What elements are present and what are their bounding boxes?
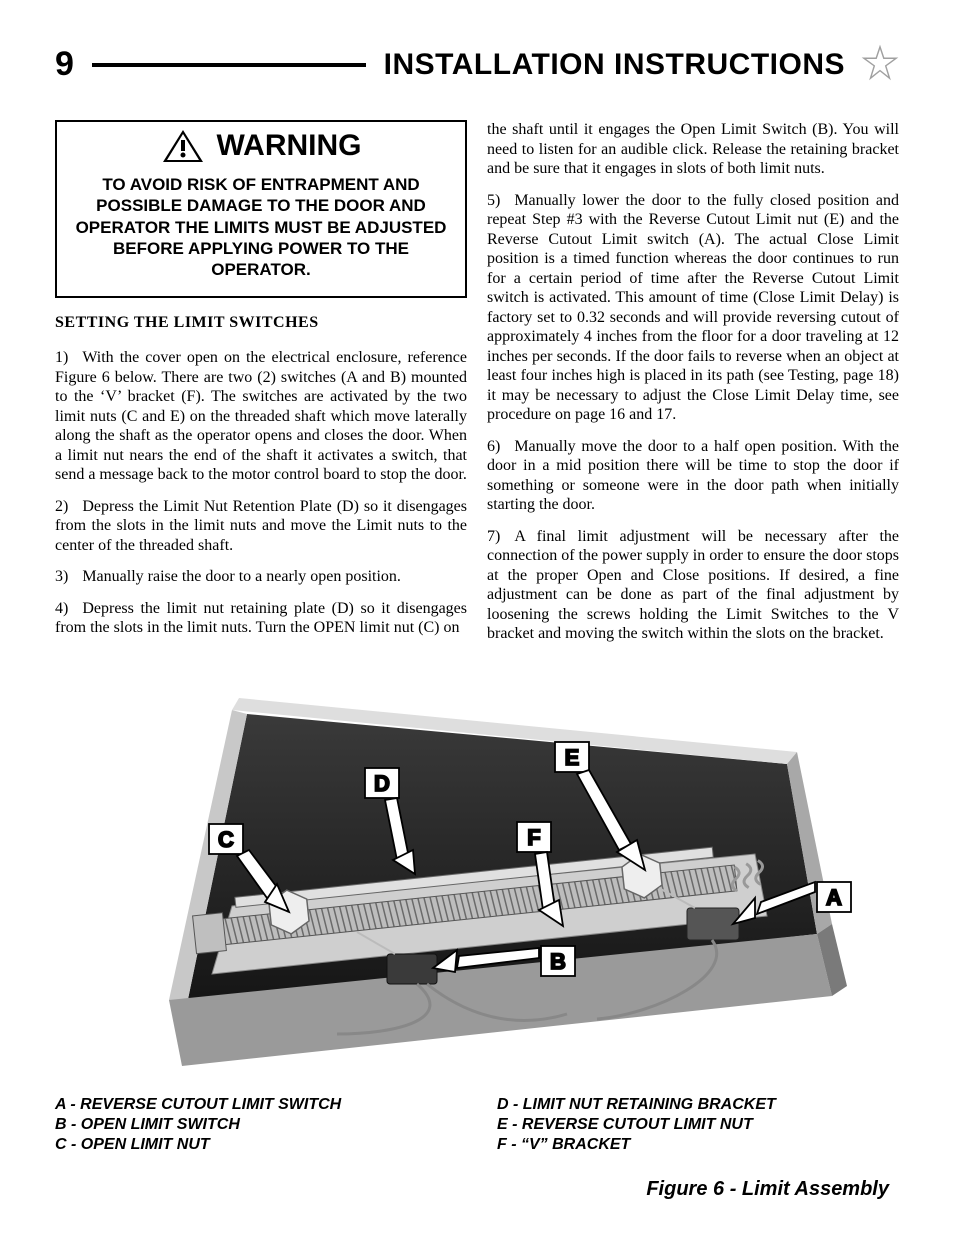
- step-5-text: Manually lower the door to the fully clo…: [487, 192, 899, 424]
- figure-6: C D E F: [55, 674, 899, 1201]
- label-E: E: [565, 745, 580, 770]
- label-B: B: [550, 949, 566, 974]
- figure-caption: Figure 6 - Limit Assembly: [55, 1178, 899, 1201]
- star-icon: [861, 44, 899, 82]
- legend-left: A - REVERSE CUTOUT LIMIT SWITCH B - OPEN…: [55, 1096, 457, 1156]
- warning-title: WARNING: [217, 129, 362, 163]
- step-5: 5)Manually lower the door to the fully c…: [487, 191, 899, 425]
- step-6: 6)Manually move the door to a half open …: [487, 437, 899, 515]
- step-1: 1)With the cover open on the electrical …: [55, 348, 467, 485]
- content-columns: WARNING TO AVOID RISK OF ENTRAPMENT AND …: [55, 120, 899, 656]
- step-4a-text: Depress the limit nut retaining plate (D…: [55, 600, 467, 637]
- label-C: C: [218, 827, 234, 852]
- warning-triangle-icon: [161, 128, 205, 164]
- legend-F: F - “V” BRACKET: [497, 1136, 899, 1154]
- step-7-text: A final limit adjustment will be necessa…: [487, 528, 899, 643]
- step-1-text: With the cover open on the electrical en…: [55, 349, 467, 483]
- warning-body: TO AVOID RISK OF ENTRAPMENT AND POSSIBLE…: [57, 168, 465, 296]
- step-2-text: Depress the Limit Nut Retention Plate (D…: [55, 498, 467, 554]
- warning-box: WARNING TO AVOID RISK OF ENTRAPMENT AND …: [55, 120, 467, 298]
- label-D: D: [374, 771, 390, 796]
- legend-D: D - LIMIT NUT RETAINING BRACKET: [497, 1096, 899, 1114]
- step-3: 3)Manually raise the door to a nearly op…: [55, 567, 467, 587]
- step-3-text: Manually raise the door to a nearly open…: [82, 568, 401, 585]
- right-column: the shaft until it engages the Open Limi…: [487, 120, 899, 656]
- legend-A: A - REVERSE CUTOUT LIMIT SWITCH: [55, 1096, 457, 1114]
- step-4a: 4)Depress the limit nut retaining plate …: [55, 599, 467, 638]
- step-7: 7)A final limit adjustment will be neces…: [487, 527, 899, 644]
- section-heading: SETTING THE LIMIT SWITCHES: [55, 314, 467, 332]
- label-F: F: [527, 825, 540, 850]
- label-A: A: [826, 885, 842, 910]
- legend-right: D - LIMIT NUT RETAINING BRACKET E - REVE…: [497, 1096, 899, 1156]
- step-2: 2)Depress the Limit Nut Retention Plate …: [55, 497, 467, 556]
- page-header: 9 INSTALLATION INSTRUCTIONS: [55, 45, 899, 84]
- left-column: WARNING TO AVOID RISK OF ENTRAPMENT AND …: [55, 120, 467, 656]
- header-title: INSTALLATION INSTRUCTIONS: [384, 48, 845, 82]
- legend-C: C - OPEN LIMIT NUT: [55, 1136, 457, 1154]
- legend-B: B - OPEN LIMIT SWITCH: [55, 1116, 457, 1134]
- warning-header: WARNING: [57, 122, 465, 168]
- step-6-text: Manually move the door to a half open po…: [487, 438, 899, 514]
- header-rule: [92, 63, 366, 67]
- figure-6-svg: C D E F: [97, 674, 857, 1084]
- step-4b: the shaft until it engages the Open Limi…: [487, 120, 899, 179]
- figure-legend: A - REVERSE CUTOUT LIMIT SWITCH B - OPEN…: [55, 1096, 899, 1156]
- legend-E: E - REVERSE CUTOUT LIMIT NUT: [497, 1116, 899, 1134]
- page-number: 9: [55, 45, 74, 84]
